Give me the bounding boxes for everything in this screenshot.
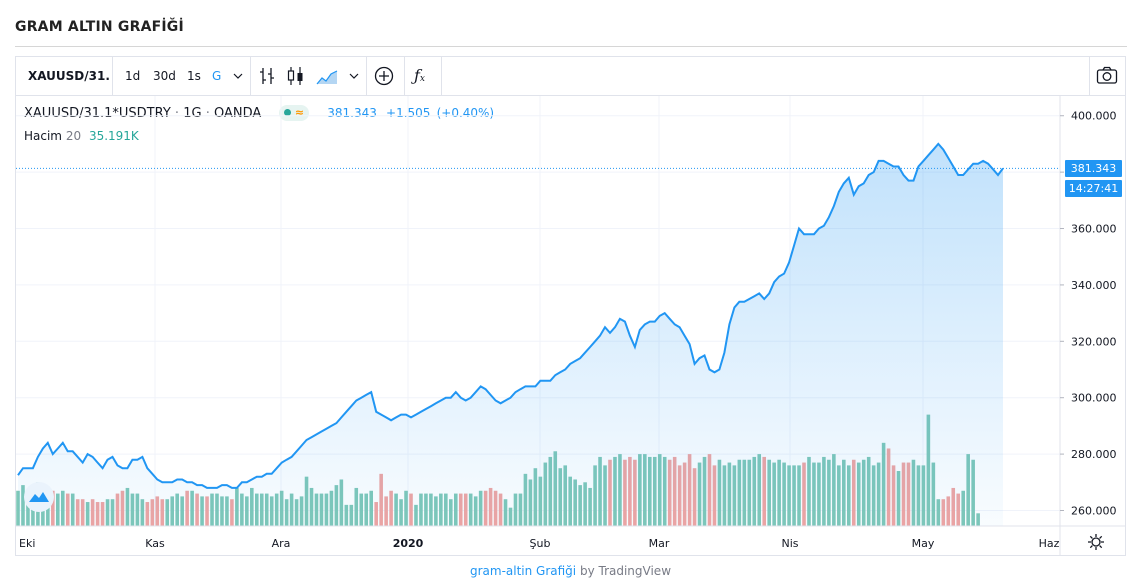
x-tick-label: Haz (1039, 537, 1060, 550)
legend-change-pct: (+0.40%) (436, 106, 495, 120)
x-tick-label: Ara (272, 537, 291, 550)
footer-by: by TradingView (579, 564, 672, 578)
y-tick-label: 340.000 (1071, 279, 1117, 292)
price-chart[interactable]: 400.000380.000360.000340.000320.000300.0… (0, 0, 1141, 560)
toolbar-divider (112, 57, 113, 95)
interval-30d-button[interactable]: 30d (153, 69, 176, 83)
price-area-fill (18, 143, 1003, 526)
interval-1d-button[interactable]: 1d (125, 69, 141, 83)
page-title: GRAM ALTIN GRAFİĞİ (15, 19, 184, 35)
indicators-icon[interactable]: ƒx (414, 66, 425, 85)
volume-label: Hacim (24, 129, 62, 143)
chart-toolbar: XAUUSD/31. 1d 30d 1s G ƒx (16, 57, 1125, 96)
title-divider (15, 46, 1127, 47)
y-tick-label: 260.000 (1071, 504, 1117, 517)
y-tick-label: 320.000 (1071, 335, 1117, 348)
area-chart-icon[interactable] (316, 57, 338, 95)
footer: gram-altin Grafiği by TradingView (0, 564, 1141, 578)
legend-symbol: XAUUSD/31.1*USDTRY (24, 106, 171, 121)
interval-g-button[interactable]: G (212, 69, 222, 83)
volume-length: 20 (65, 129, 82, 143)
price-line (17, 142, 1004, 489)
candlestick-icon[interactable] (286, 57, 306, 95)
toolbar-divider (366, 57, 367, 95)
toolbar-divider (404, 57, 405, 95)
chevron-down-icon[interactable] (232, 57, 244, 95)
toolbar-divider (441, 57, 442, 95)
current-price-label: 381.343 (1065, 160, 1122, 178)
x-tick-label: 2020 (393, 537, 424, 550)
volume-legend: Hacim 20 35.191K (24, 129, 139, 143)
toolbar-divider (1089, 57, 1090, 95)
market-status-badge: ≈ (279, 105, 310, 121)
countdown-label: 14:27:41 (1065, 180, 1122, 198)
volume-value: 35.191K (88, 129, 139, 143)
legend-source: OANDA (213, 106, 262, 121)
y-tick-label: 400.000 (1071, 110, 1117, 123)
toolbar-divider (250, 57, 251, 95)
market-open-icon (284, 109, 292, 116)
y-tick-label: 300.000 (1071, 392, 1117, 405)
x-tick-label: May (912, 537, 935, 550)
chevron-down-icon[interactable] (348, 57, 360, 95)
add-compare-icon[interactable] (373, 57, 395, 95)
settings-gear-icon[interactable] (1087, 533, 1105, 551)
x-tick-label: Şub (530, 537, 551, 550)
x-tick-label: Nis (781, 537, 798, 550)
main-legend: XAUUSD/31.1*USDTRY · 1G · OANDA ≈ 381.34… (24, 105, 495, 121)
x-tick-label: Mar (649, 537, 670, 550)
x-tick-label: Eki (19, 537, 35, 550)
legend-interval: 1G (183, 106, 202, 121)
candle-bars-icon[interactable] (258, 57, 276, 95)
symbol-search-button[interactable]: XAUUSD/31. (28, 69, 110, 83)
footer-link[interactable]: gram-altin Grafiği (469, 564, 577, 578)
y-tick-label: 280.000 (1071, 448, 1117, 461)
camera-icon[interactable] (1096, 57, 1118, 95)
tradingview-logo-icon[interactable] (24, 482, 54, 512)
interval-1s-button[interactable]: 1s (187, 69, 201, 83)
x-tick-label: Kas (145, 537, 165, 550)
legend-price: 381.343 (327, 106, 377, 120)
y-tick-label: 360.000 (1071, 223, 1117, 236)
delay-icon: ≈ (294, 106, 305, 119)
